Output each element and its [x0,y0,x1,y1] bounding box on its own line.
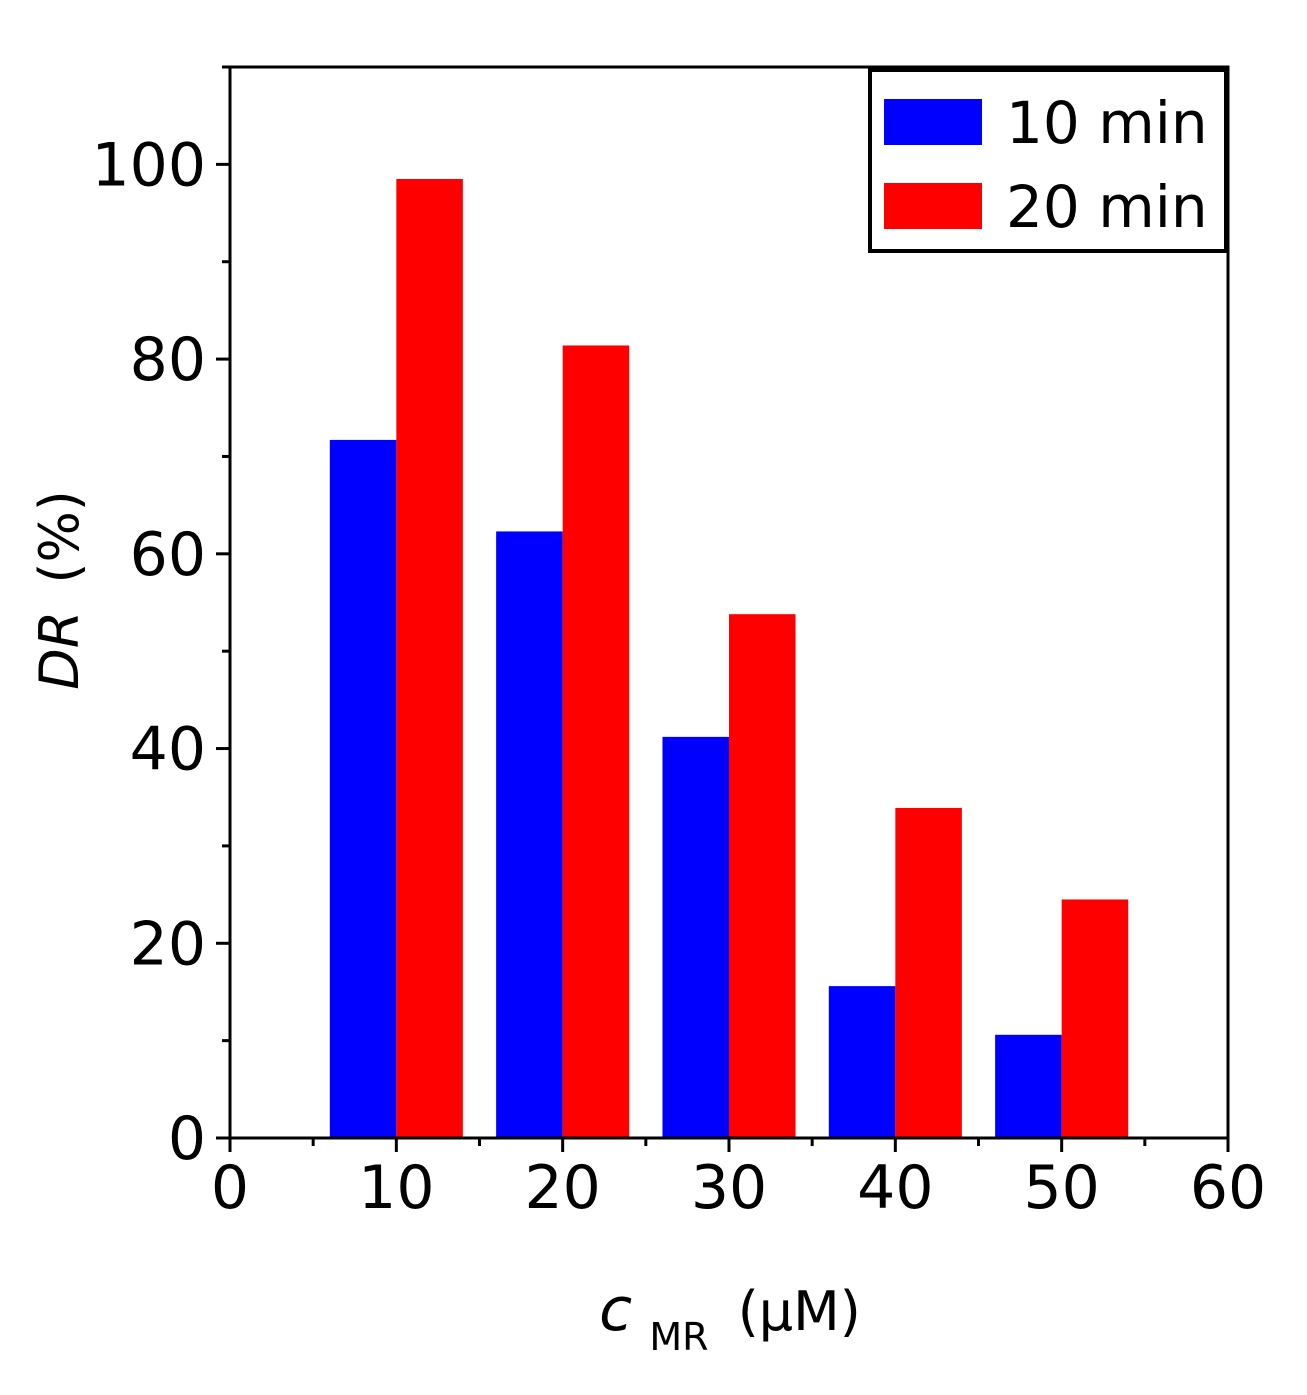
bar-20-min-10 [396,178,463,1138]
x-tick-label: 60 [1190,1153,1266,1223]
x-axis-unit: (μM) [738,1280,861,1343]
ticks-layer: 0 10 20 30 40 50 60 0 20 40 60 80 100 [91,65,1266,1223]
bar-10-min-10 [329,439,397,1139]
bar-10-min-30 [662,736,729,1138]
bar-10-min-40 [828,986,896,1138]
y-tick-label: 60 [130,520,206,590]
bar-10-min-50 [995,1034,1062,1138]
legend-label-20-min: 20 min [1006,173,1208,241]
x-axis-subscript: MR [649,1315,708,1359]
y-axis-title: DR (%) [28,490,91,690]
y-tick-label: 80 [130,325,206,395]
x-tick-label: 40 [857,1153,933,1223]
y-tick-label: 0 [168,1104,206,1174]
x-axis-symbol: c [599,1275,632,1345]
x-tick-label: 10 [358,1153,434,1223]
legend-swatch-10-min [884,99,982,145]
legend-label-10-min: 10 min [1006,89,1208,157]
y-tick-label: 20 [130,909,206,979]
y-tick-label: 100 [91,130,206,200]
bar-20-min-20 [562,345,630,1139]
x-tick-label: 30 [691,1153,767,1223]
legend: 10 min 20 min [868,68,1228,253]
svg-text:DR (%): DR (%) [28,490,91,690]
bars-layer [329,178,1129,1139]
legend-swatch-20-min [884,183,982,229]
y-axis-unit: (%) [28,490,91,583]
y-axis-symbol: DR [28,611,91,690]
y-tick-label: 40 [130,715,206,785]
x-tick-label: 20 [524,1153,600,1223]
x-tick-label: 50 [1023,1153,1099,1223]
bar-20-min-50 [1061,899,1129,1138]
svg-text:c MR (μM): c MR (μM) [599,1275,861,1363]
bar-10-min-20 [496,531,563,1138]
x-tick-label: 0 [211,1153,249,1223]
bar-20-min-30 [729,614,796,1138]
x-axis-title: c MR (μM) [599,1275,861,1363]
bar-20-min-40 [895,807,962,1138]
